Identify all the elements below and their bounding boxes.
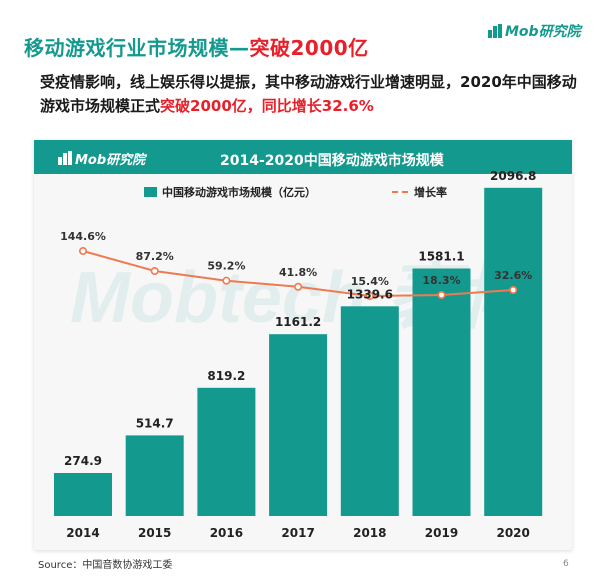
legend-item-bar: 中国移动游戏市场规模（亿元） xyxy=(144,184,316,200)
bar-2015 xyxy=(125,435,184,516)
brand-name: Mob研究院 xyxy=(505,24,581,40)
growth-label-2018: 15.4% xyxy=(351,275,389,288)
growth-point-2018 xyxy=(365,291,374,300)
legend-swatch-bar xyxy=(144,187,157,197)
growth-label-2019: 18.3% xyxy=(422,274,460,287)
card-logo: Mob研究院 xyxy=(58,148,145,168)
growth-label-2015: 87.2% xyxy=(136,250,174,263)
bar-label-2019: 1581.1 xyxy=(418,250,464,264)
bar-label-2015: 514.7 xyxy=(136,416,174,430)
chart-header-bar xyxy=(34,140,572,174)
bars-layer xyxy=(54,187,543,517)
card-brand-name: Mob研究院 xyxy=(75,152,146,168)
growth-point-2016 xyxy=(222,276,231,285)
bar-2020 xyxy=(484,187,543,517)
brand-logo: Mob研究院 xyxy=(488,20,581,42)
bar-2018 xyxy=(340,306,399,516)
bar-2014 xyxy=(54,473,112,516)
labels-layer: 274.9 2014 514.7 2015 819.2 2016 1161.2 2017 133… xyxy=(60,169,536,540)
legend-label-bar: 中国移动游戏市场规模（亿元） xyxy=(162,186,316,199)
legend-label-line: 增长率 xyxy=(414,186,447,199)
growth-label-2017: 41.8% xyxy=(279,266,317,279)
legend-item-line: 增长率 xyxy=(392,184,447,200)
intro-text: 受疫情影响，线上娱乐得以提振，其中移动游戏行业增速明显，2020年中国移动游戏市… xyxy=(40,70,580,118)
chart-title: 2014-2020中国移动游戏市场规模 xyxy=(220,153,444,169)
bar-label-2017: 1161.2 xyxy=(275,315,321,329)
bar-label-2016: 819.2 xyxy=(207,369,245,383)
bar-label-2014: 274.9 xyxy=(64,454,102,468)
growth-point-2014 xyxy=(79,247,88,256)
mob-logo-icon xyxy=(488,24,502,38)
x-tick-2018: 2018 xyxy=(353,526,386,540)
page-title-main: 移动游戏行业市场规模— xyxy=(24,36,250,60)
x-tick-2017: 2017 xyxy=(281,526,314,540)
x-tick-2019: 2019 xyxy=(425,526,458,540)
x-tick-2016: 2016 xyxy=(210,526,243,540)
bar-label-2020: 2096.8 xyxy=(490,169,536,183)
x-tick-2015: 2015 xyxy=(138,526,171,540)
growth-label-2014: 144.6% xyxy=(60,230,106,243)
growth-label-2016: 59.2% xyxy=(207,260,245,273)
x-tick-2020: 2020 xyxy=(496,526,529,540)
bar-2017 xyxy=(269,334,328,516)
growth-point-2019 xyxy=(437,290,446,299)
growth-point-2017 xyxy=(294,282,303,291)
bar-2016 xyxy=(197,387,256,516)
source-text: Source：中国音数协游戏工委 xyxy=(38,560,173,571)
bar-label-2018: 1339.6 xyxy=(347,287,393,301)
bar-2019 xyxy=(412,268,471,516)
x-tick-2014: 2014 xyxy=(66,526,99,540)
growth-point-2015 xyxy=(150,266,159,275)
page-title-highlight: 突破2000亿 xyxy=(249,36,369,60)
growth-label-2020: 32.6% xyxy=(494,269,532,282)
mob-logo-icon-white xyxy=(58,151,72,165)
growth-point-2020 xyxy=(509,285,518,294)
intro-highlight: 突破2000亿，同比增长32.6% xyxy=(160,97,374,115)
page-number: 6 xyxy=(563,559,569,569)
line-layer xyxy=(79,247,518,300)
legend-swatch-line xyxy=(392,191,408,193)
intro-main: 受疫情影响，线上娱乐得以提振，其中移动游戏行业增速明显，2020年中国移动游戏市… xyxy=(40,73,577,115)
page-title: 移动游戏行业市场规模—突破2000亿 xyxy=(24,32,369,61)
